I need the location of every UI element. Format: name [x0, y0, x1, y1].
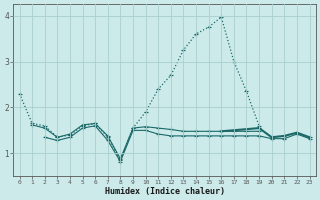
X-axis label: Humidex (Indice chaleur): Humidex (Indice chaleur)	[105, 187, 225, 196]
